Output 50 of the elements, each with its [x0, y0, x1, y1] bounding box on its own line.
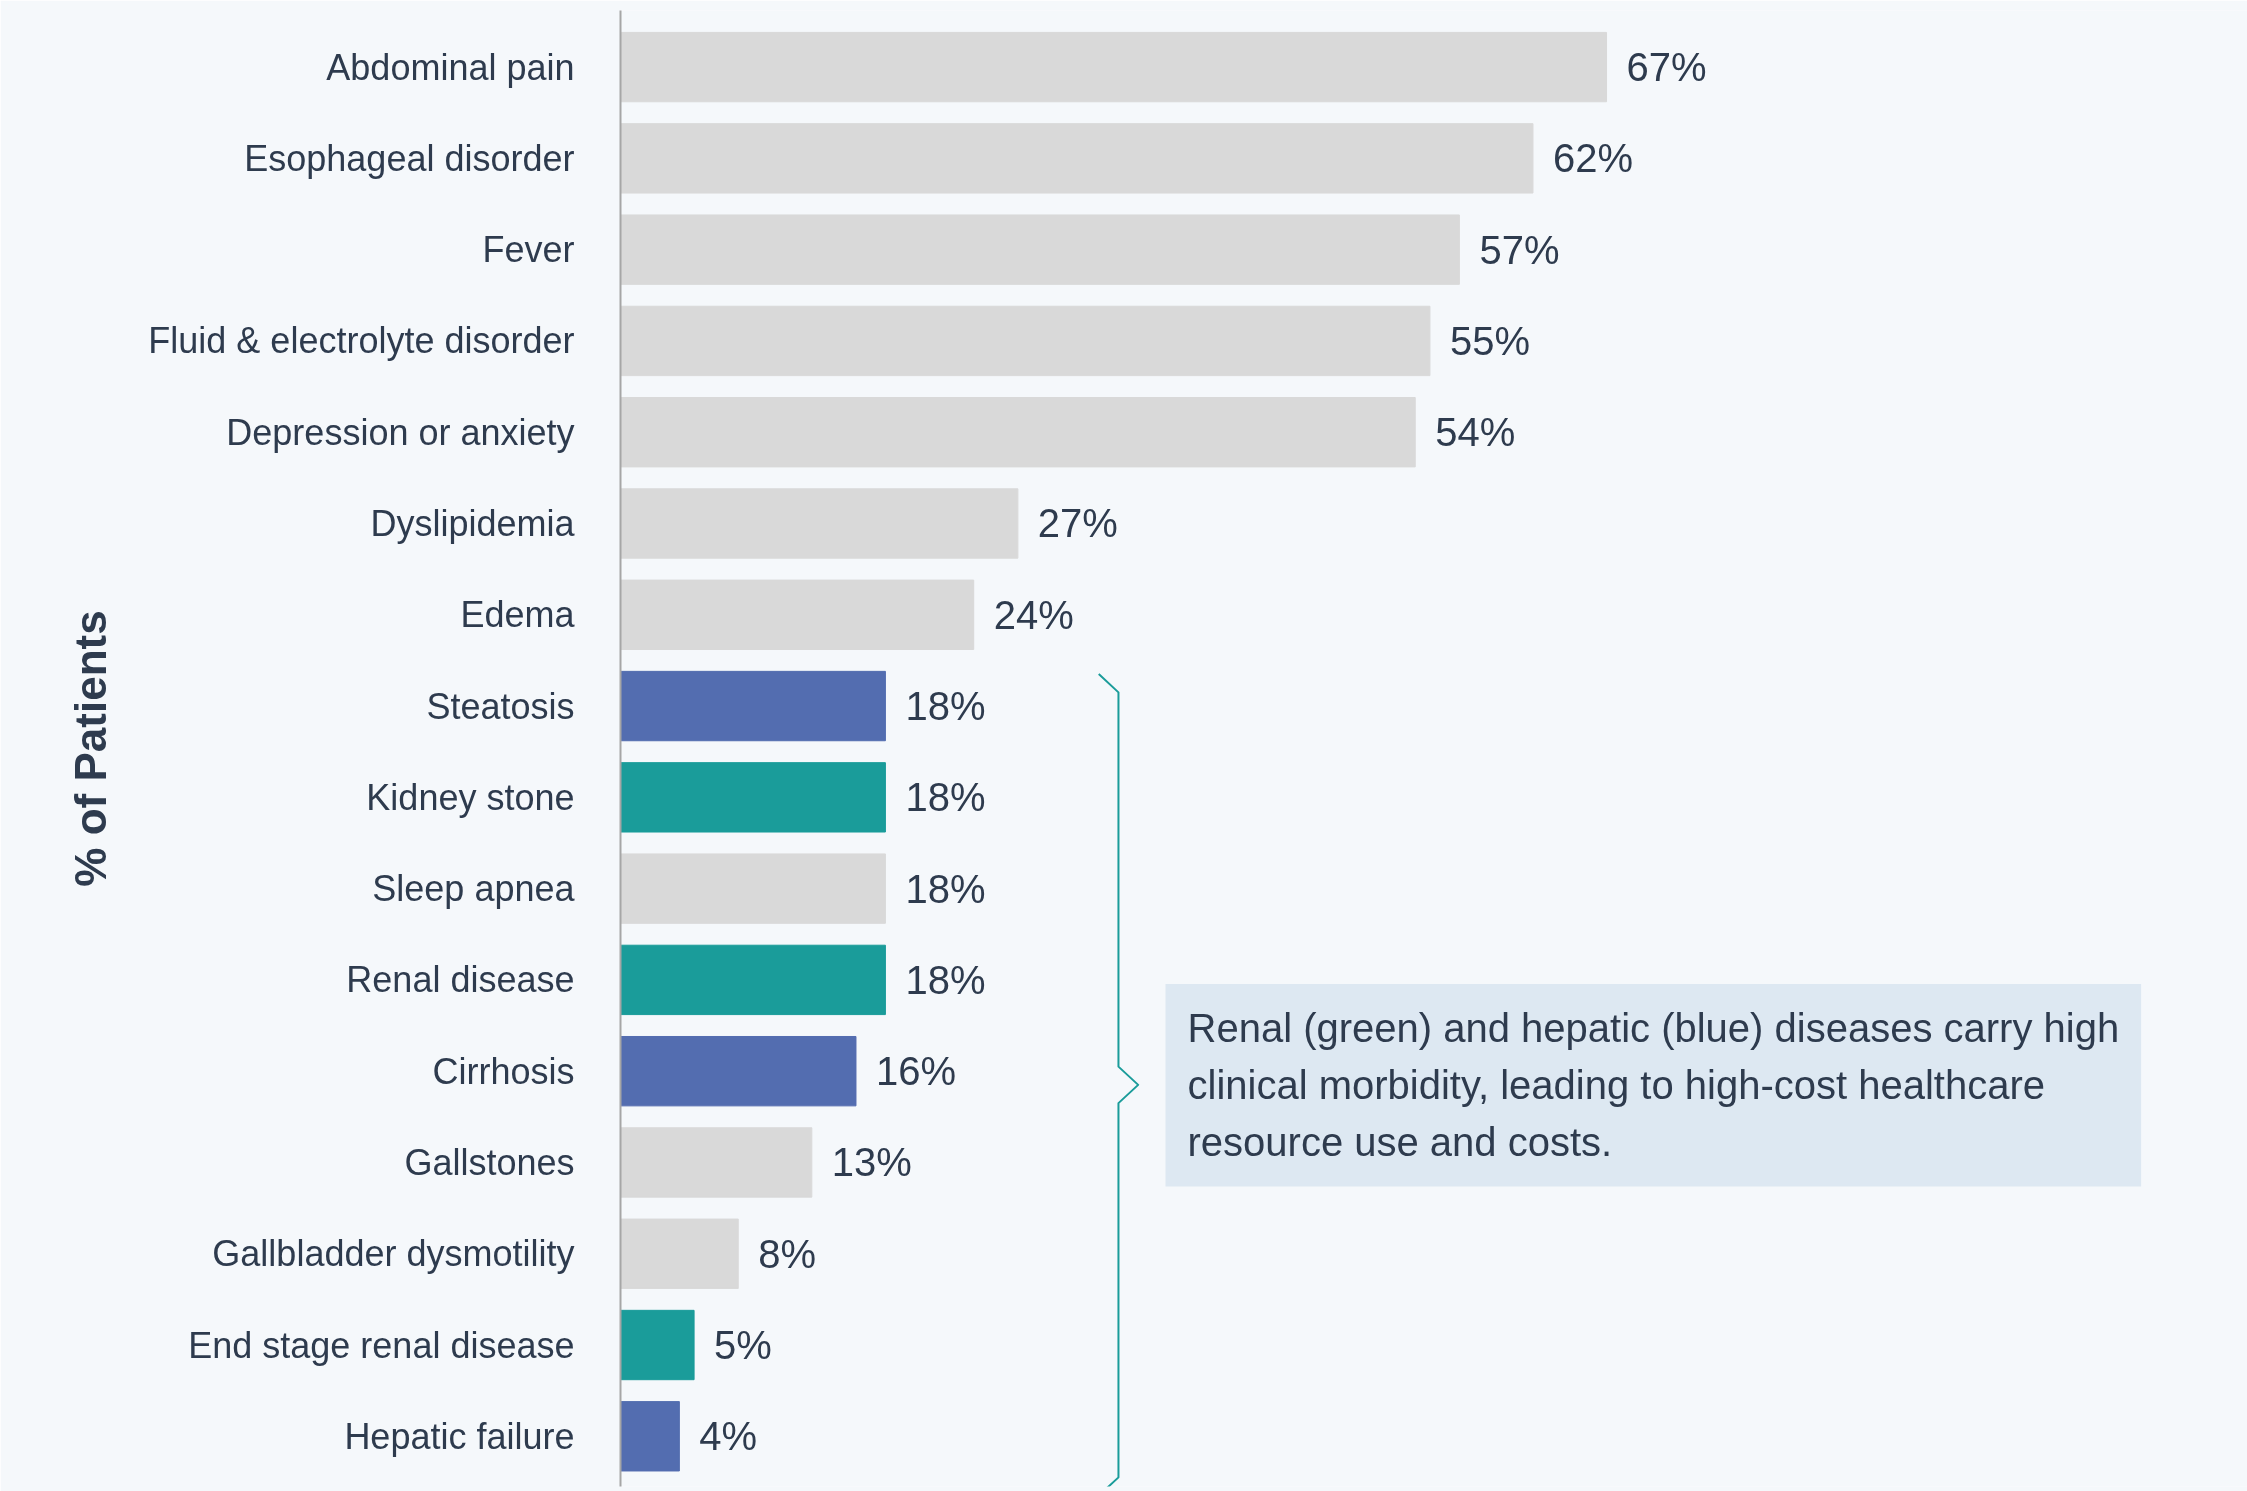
bar [620, 853, 886, 924]
data-label: 54% [1435, 410, 1516, 455]
bar [620, 579, 975, 650]
y-tick-label: Steatosis [426, 685, 575, 727]
bar [620, 214, 1460, 285]
bar [620, 1309, 695, 1381]
y-tick-label: Cirrhosis [432, 1050, 575, 1092]
bar [620, 123, 1534, 194]
y-tick-label: Fever [482, 229, 575, 271]
data-label: 13% [831, 1140, 912, 1185]
y-tick-label: Esophageal disorder [244, 137, 575, 179]
bar [620, 762, 886, 833]
data-label: 4% [699, 1414, 758, 1459]
bar [620, 305, 1431, 377]
data-label: 8% [758, 1231, 817, 1276]
y-tick-label: Sleep apnea [372, 868, 576, 910]
y-tick-label: End stage renal disease [188, 1324, 575, 1366]
data-label: 67% [1626, 45, 1707, 90]
bar [620, 1401, 680, 1472]
data-label: 24% [993, 592, 1074, 637]
bar [620, 397, 1416, 468]
bar [620, 1035, 857, 1107]
bar [620, 1218, 739, 1289]
y-axis-title: % of Patients [66, 610, 116, 887]
data-label: 18% [905, 957, 986, 1002]
bar [620, 944, 886, 1016]
y-tick-label: Dyslipidemia [370, 502, 576, 544]
bar [620, 488, 1019, 559]
data-label: 57% [1479, 227, 1560, 272]
data-label: 27% [1037, 501, 1118, 546]
y-tick-label: Fluid & electrolyte disorder [148, 320, 575, 362]
data-label: 62% [1552, 136, 1634, 181]
data-label: 18% [905, 684, 986, 729]
bar [620, 1127, 813, 1198]
bar [620, 670, 886, 742]
y-tick-label: Abdominal pain [326, 46, 575, 88]
y-tick-label: Edema [460, 594, 576, 636]
data-label: 18% [905, 775, 986, 820]
y-tick-label: Kidney stone [366, 776, 575, 818]
data-label: 16% [875, 1049, 957, 1094]
y-tick-label: Depression or anxiety [226, 411, 575, 453]
bar [620, 31, 1608, 103]
y-tick-label: Renal disease [346, 959, 575, 1001]
data-label: 5% [714, 1323, 772, 1368]
data-label: 18% [905, 866, 986, 911]
y-tick-label: Hepatic failure [344, 1415, 575, 1457]
y-tick-label: Gallstones [404, 1141, 575, 1183]
annotation: Renal (green) and hepatic (blue) diseases carry high clinical morbidity, leading to high-cost healthcare resource use and costs. [1187, 1006, 2120, 1165]
y-tick-label: Gallbladder dysmotility [212, 1233, 575, 1275]
data-label: 55% [1449, 318, 1531, 363]
